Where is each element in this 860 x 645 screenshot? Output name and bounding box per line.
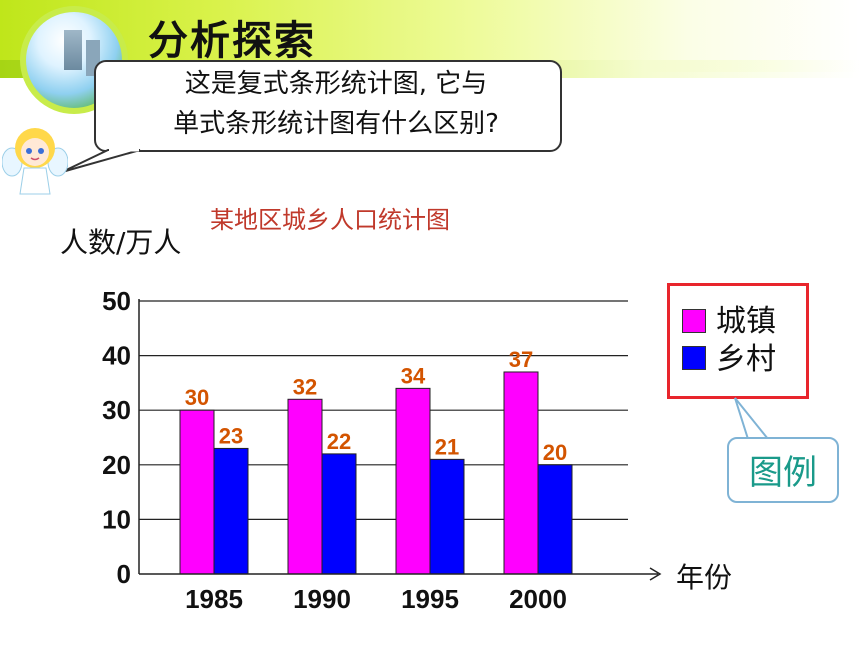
- x-axis-arrow-icon: [649, 567, 662, 581]
- legend-label-urban: 城镇: [716, 304, 776, 339]
- bubble-line-1: 这是复式条形统计图, 它与: [184, 69, 488, 99]
- data-label-urban: 37: [509, 347, 533, 372]
- bar-rural: [429, 458, 465, 575]
- bar-urban: [395, 387, 431, 575]
- data-label-urban: 30: [185, 385, 209, 410]
- chart-labels: 30 23 32 22 34 21 37 20: [185, 347, 567, 465]
- page-title: 分析探索: [148, 18, 316, 64]
- y-tick-label: 20: [102, 450, 131, 480]
- y-tick-label: 10: [102, 504, 131, 534]
- x-tick-label: 1990: [293, 584, 351, 614]
- x-tick-label: 1995: [401, 584, 459, 614]
- data-label-rural: 22: [327, 429, 351, 454]
- chart-bars: [179, 371, 573, 575]
- bar-urban: [179, 409, 215, 575]
- legend-callout-text: 图例: [749, 453, 817, 493]
- y-tick-label: 0: [117, 559, 131, 589]
- legend-label-rural: 乡村: [716, 342, 776, 377]
- data-label-urban: 34: [401, 363, 426, 388]
- speech-bubble: [94, 60, 562, 152]
- x-tick-label: 1985: [185, 584, 243, 614]
- angel-icon: [2, 128, 68, 195]
- y-axis-label: 人数/万人: [60, 226, 181, 259]
- data-label-urban: 32: [293, 374, 317, 399]
- x-tick-label: 2000: [509, 584, 567, 614]
- y-tick-label: 30: [102, 395, 131, 425]
- speech-bubble-text: 这是复式条形统计图, 它与 单式条形统计图有什么区别?: [116, 64, 556, 144]
- x-axis-label: 年份: [676, 561, 732, 594]
- legend-swatch-rural: [682, 346, 706, 370]
- bar-urban: [503, 371, 539, 575]
- data-label-rural: 21: [435, 434, 459, 459]
- bar-urban: [287, 398, 323, 575]
- y-tick-label: 40: [102, 341, 131, 371]
- bar-rural: [537, 464, 573, 575]
- bubble-line-2: 单式条形统计图有什么区别?: [173, 109, 499, 139]
- data-label-rural: 23: [219, 423, 243, 448]
- chart-title: 某地区城乡人口统计图: [210, 206, 450, 234]
- bar-rural: [213, 447, 249, 575]
- legend-swatch-urban: [682, 309, 706, 333]
- bar-rural: [321, 453, 357, 575]
- y-tick-label: 50: [102, 286, 131, 316]
- chart-legend: 城镇 乡村: [667, 283, 809, 399]
- legend-callout: [727, 437, 839, 503]
- data-label-rural: 20: [543, 440, 567, 465]
- globe-icon: [20, 6, 128, 114]
